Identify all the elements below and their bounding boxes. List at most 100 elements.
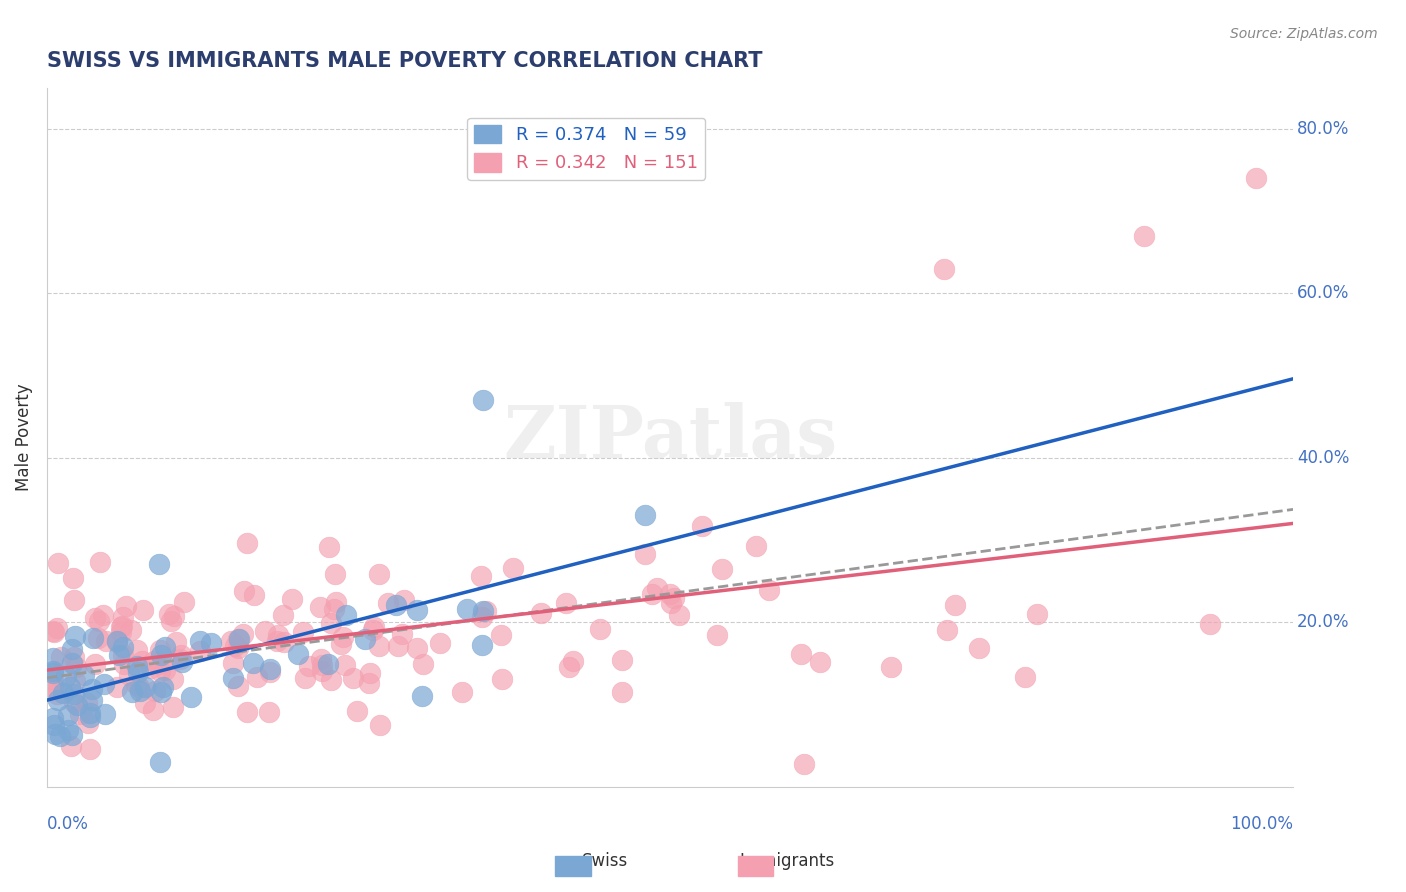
Swiss [42,711,65,725]
Immigrants [332,630,354,644]
Immigrants [165,635,187,649]
Immigrants [368,566,391,581]
Swiss [180,690,202,704]
Immigrants [359,665,381,680]
Swiss [125,659,148,673]
Immigrants [879,660,901,674]
Immigrants [228,640,250,655]
Immigrants [77,715,100,730]
Swiss [385,598,408,612]
Immigrants [131,654,153,668]
Immigrants [111,609,134,624]
Immigrants [131,603,153,617]
Immigrants [141,661,163,675]
Immigrants [589,622,612,636]
Swiss [406,603,429,617]
Immigrants [76,697,98,711]
Immigrants [232,584,254,599]
Immigrants [363,620,385,634]
Swiss [127,665,149,679]
Swiss [259,661,281,675]
Immigrants [266,634,288,648]
Text: SWISS VS IMMIGRANTS MALE POVERTY CORRELATION CHART: SWISS VS IMMIGRANTS MALE POVERTY CORRELA… [46,51,762,70]
Immigrants [325,595,347,609]
Swiss [94,707,117,722]
Immigrants [367,639,389,653]
Swiss [634,508,657,523]
Immigrants [112,657,135,672]
Immigrants [357,676,380,690]
Text: 0.0%: 0.0% [46,815,89,833]
Immigrants [226,679,249,693]
Immigrants [110,620,132,634]
Swiss [316,657,339,672]
Immigrants [561,654,583,668]
Immigrants [273,634,295,648]
Immigrants [42,673,65,688]
Immigrants [62,695,84,709]
Immigrants [162,699,184,714]
Swiss [149,755,172,769]
Swiss [152,681,174,695]
Swiss [93,677,115,691]
Immigrants [659,587,682,601]
Immigrants [110,625,132,640]
Immigrants [758,583,780,598]
Immigrants [65,660,87,674]
Immigrants [641,587,664,601]
Immigrants [42,625,65,640]
Swiss [56,723,79,737]
Immigrants [1199,617,1222,632]
Immigrants [429,635,451,649]
Swiss [79,710,101,724]
Swiss [172,655,194,669]
Immigrants [475,604,498,618]
Immigrants [254,624,277,638]
Immigrants [1244,171,1267,186]
Immigrants [59,739,82,754]
Immigrants [321,673,343,688]
Text: Source: ZipAtlas.com: Source: ZipAtlas.com [1230,27,1378,41]
Immigrants [808,655,831,669]
Immigrants [128,680,150,694]
Swiss [128,683,150,698]
Immigrants [149,664,172,678]
Immigrants [706,628,728,642]
Swiss [242,656,264,670]
Immigrants [932,261,955,276]
Immigrants [406,641,429,656]
Swiss [200,636,222,650]
Swiss [63,629,86,643]
Immigrants [157,607,180,621]
Immigrants [502,561,524,575]
Immigrants [84,657,107,671]
Immigrants [111,648,134,662]
Immigrants [93,607,115,622]
Immigrants [242,588,264,602]
Immigrants [659,597,682,611]
Swiss [456,601,478,615]
Immigrants [236,536,259,550]
Immigrants [232,626,254,640]
Immigrants [105,634,128,648]
Immigrants [188,644,211,658]
Swiss [287,647,309,661]
Immigrants [558,660,581,674]
Immigrants [491,628,513,642]
Immigrants [368,718,391,732]
Immigrants [259,665,281,680]
Immigrants [668,607,690,622]
Text: ZIPatlas: ZIPatlas [503,401,837,473]
Swiss [471,638,494,652]
Swiss [82,693,104,707]
Text: Immigrants: Immigrants [740,852,835,870]
Text: 80.0%: 80.0% [1296,120,1350,137]
Swiss [82,681,104,696]
Immigrants [267,628,290,642]
Text: 20.0%: 20.0% [1296,614,1350,632]
Immigrants [105,681,128,695]
Immigrants [634,547,657,561]
Immigrants [111,619,134,633]
Immigrants [711,562,734,576]
Immigrants [319,616,342,631]
